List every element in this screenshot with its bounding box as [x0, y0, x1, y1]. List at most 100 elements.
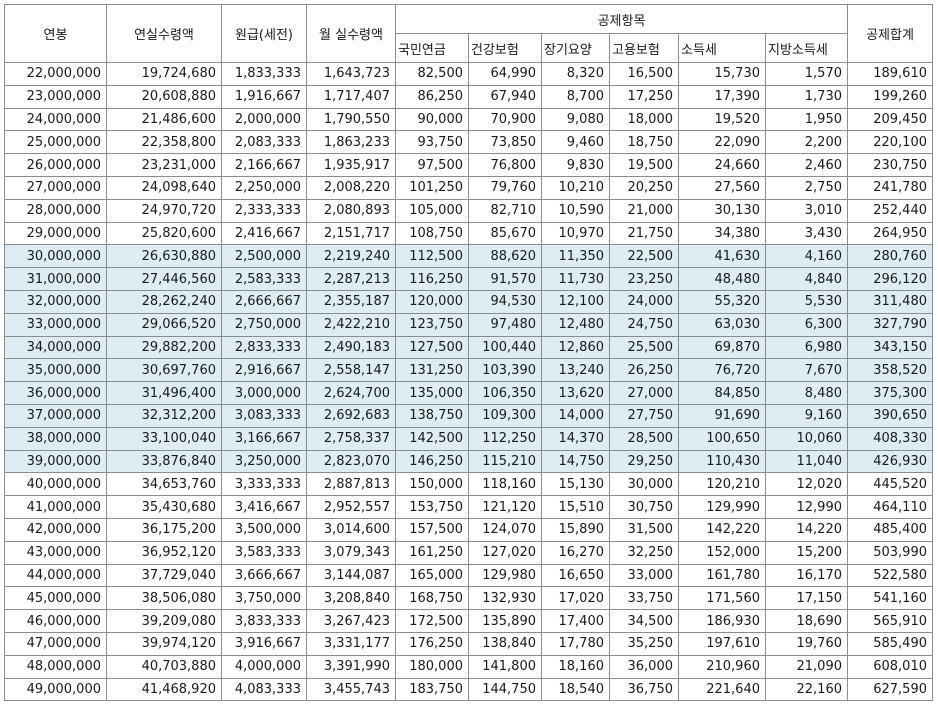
cell-monthly-gross: 2,166,667 — [221, 153, 307, 177]
cell-longterm-care: 14,000 — [541, 403, 610, 428]
cell-total-deduction: 627,590 — [847, 677, 933, 702]
cell-annual-net: 24,970,720 — [106, 198, 222, 223]
header-monthly-net: 월 실수령액 — [306, 4, 396, 63]
cell-longterm-care: 9,080 — [541, 107, 610, 132]
cell-income-tax: 34,380 — [678, 221, 766, 246]
cell-employment-insurance: 18,750 — [609, 130, 679, 155]
cell-monthly-gross: 2,250,000 — [221, 175, 307, 200]
cell-total-deduction: 522,580 — [847, 563, 933, 588]
cell-health-insurance: 106,350 — [468, 381, 542, 405]
cell-employment-insurance: 20,250 — [609, 175, 679, 200]
cell-income-tax: 91,690 — [678, 403, 766, 428]
cell-annual-net: 40,703,880 — [106, 654, 222, 679]
table-row: 24,000,000 21,486,600 2,000,000 1,790,550 90… — [4, 107, 933, 132]
cell-total-deduction: 189,610 — [847, 62, 933, 86]
cell-health-insurance: 79,760 — [468, 175, 542, 200]
cell-monthly-gross: 2,583,333 — [221, 267, 307, 291]
cell-salary: 38,000,000 — [4, 426, 107, 451]
cell-monthly-gross: 3,500,000 — [221, 517, 307, 542]
table-row: 40,000,000 34,653,760 3,333,333 2,887,813 15… — [4, 472, 933, 497]
cell-income-tax: 48,480 — [678, 267, 766, 291]
cell-longterm-care: 14,370 — [541, 426, 610, 451]
cell-total-deduction: 390,650 — [847, 403, 933, 428]
cell-monthly-net: 3,267,423 — [306, 609, 396, 633]
cell-monthly-gross: 2,500,000 — [221, 244, 307, 269]
cell-annual-net: 25,820,600 — [106, 221, 222, 246]
cell-income-tax: 100,650 — [678, 426, 766, 451]
cell-longterm-care: 17,020 — [541, 586, 610, 611]
table-row: 38,000,000 33,100,040 3,166,667 2,758,337 14… — [4, 426, 933, 451]
cell-total-deduction: 608,010 — [847, 654, 933, 679]
cell-longterm-care: 16,650 — [541, 563, 610, 588]
cell-monthly-net: 2,151,717 — [306, 221, 396, 246]
cell-income-tax: 142,220 — [678, 517, 766, 542]
cell-longterm-care: 17,400 — [541, 609, 610, 633]
cell-salary: 45,000,000 — [4, 586, 107, 611]
cell-employment-insurance: 30,750 — [609, 495, 679, 519]
cell-salary: 35,000,000 — [4, 358, 107, 383]
cell-income-tax: 186,930 — [678, 609, 766, 633]
cell-local-tax: 3,010 — [765, 198, 848, 223]
cell-health-insurance: 73,850 — [468, 130, 542, 155]
cell-employment-insurance: 23,250 — [609, 267, 679, 291]
cell-monthly-net: 2,558,147 — [306, 358, 396, 383]
cell-longterm-care: 9,830 — [541, 153, 610, 177]
cell-longterm-care: 15,890 — [541, 517, 610, 542]
cell-longterm-care: 17,780 — [541, 631, 610, 656]
cell-monthly-gross: 3,166,667 — [221, 426, 307, 451]
cell-monthly-gross: 3,583,333 — [221, 540, 307, 565]
cell-local-tax: 16,170 — [765, 563, 848, 588]
cell-pension: 153,750 — [395, 495, 469, 519]
cell-health-insurance: 85,670 — [468, 221, 542, 246]
cell-health-insurance: 121,120 — [468, 495, 542, 519]
cell-salary: 44,000,000 — [4, 563, 107, 588]
cell-local-tax: 21,090 — [765, 654, 848, 679]
cell-pension: 168,750 — [395, 586, 469, 611]
cell-total-deduction: 220,100 — [847, 130, 933, 155]
cell-salary: 42,000,000 — [4, 517, 107, 542]
cell-monthly-net: 2,887,813 — [306, 472, 396, 497]
cell-income-tax: 221,640 — [678, 677, 766, 702]
cell-longterm-care: 9,460 — [541, 130, 610, 155]
cell-annual-net: 19,724,680 — [106, 62, 222, 86]
cell-total-deduction: 565,910 — [847, 609, 933, 633]
table-row: 27,000,000 24,098,640 2,250,000 2,008,220 10… — [4, 175, 933, 200]
cell-income-tax: 15,730 — [678, 62, 766, 86]
cell-monthly-gross: 3,083,333 — [221, 403, 307, 428]
table-row: 23,000,000 20,608,880 1,916,667 1,717,407 86… — [4, 84, 933, 109]
cell-pension: 180,000 — [395, 654, 469, 679]
cell-employment-insurance: 24,750 — [609, 312, 679, 337]
cell-health-insurance: 100,440 — [468, 335, 542, 360]
cell-monthly-gross: 3,000,000 — [221, 381, 307, 405]
cell-total-deduction: 296,120 — [847, 267, 933, 291]
cell-annual-net: 37,729,040 — [106, 563, 222, 588]
cell-longterm-care: 10,210 — [541, 175, 610, 200]
cell-pension: 97,500 — [395, 153, 469, 177]
header-pension: 국민연금 — [395, 33, 469, 63]
cell-longterm-care: 14,750 — [541, 449, 610, 474]
cell-pension: 105,000 — [395, 198, 469, 223]
cell-pension: 131,250 — [395, 358, 469, 383]
cell-salary: 30,000,000 — [4, 244, 107, 269]
cell-salary: 40,000,000 — [4, 472, 107, 497]
cell-monthly-net: 2,692,683 — [306, 403, 396, 428]
cell-salary: 34,000,000 — [4, 335, 107, 360]
cell-total-deduction: 280,760 — [847, 244, 933, 269]
table-row: 33,000,000 29,066,520 2,750,000 2,422,210 12… — [4, 312, 933, 337]
cell-employment-insurance: 28,500 — [609, 426, 679, 451]
cell-local-tax: 7,670 — [765, 358, 848, 383]
cell-monthly-gross: 3,916,667 — [221, 631, 307, 656]
table-row: 28,000,000 24,970,720 2,333,333 2,080,893 10… — [4, 198, 933, 223]
cell-local-tax: 6,980 — [765, 335, 848, 360]
cell-pension: 123,750 — [395, 312, 469, 337]
cell-monthly-net: 3,331,177 — [306, 631, 396, 656]
cell-health-insurance: 76,800 — [468, 153, 542, 177]
cell-annual-net: 30,697,760 — [106, 358, 222, 383]
cell-local-tax: 4,160 — [765, 244, 848, 269]
cell-annual-net: 33,100,040 — [106, 426, 222, 451]
cell-health-insurance: 112,250 — [468, 426, 542, 451]
cell-annual-net: 24,098,640 — [106, 175, 222, 200]
cell-salary: 31,000,000 — [4, 267, 107, 291]
cell-monthly-net: 2,219,240 — [306, 244, 396, 269]
cell-longterm-care: 10,970 — [541, 221, 610, 246]
